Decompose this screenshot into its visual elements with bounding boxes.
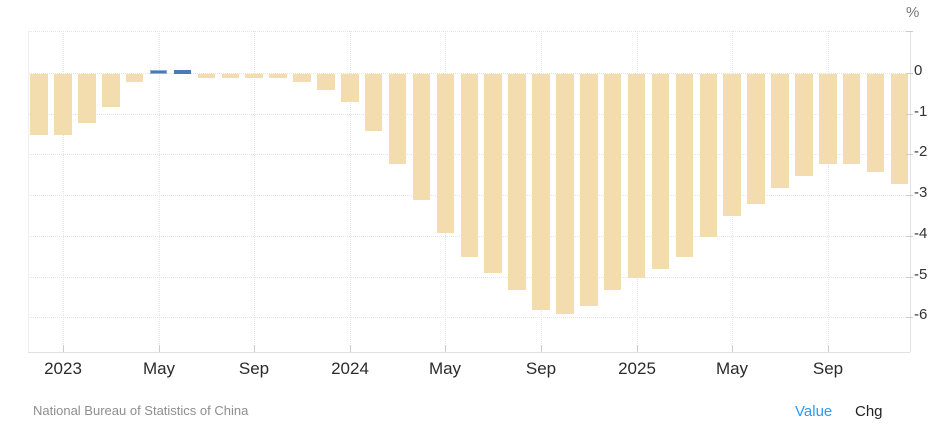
bar[interactable]: [842, 74, 861, 164]
plot-left-border: [28, 31, 29, 352]
bar[interactable]: [627, 74, 646, 278]
bar[interactable]: [388, 74, 407, 164]
y-gridline: [28, 73, 910, 74]
bar[interactable]: [149, 70, 168, 74]
bar[interactable]: [699, 74, 718, 237]
y-axis-tick: [906, 73, 913, 74]
bar[interactable]: [532, 74, 550, 310]
x-axis-tick: [445, 345, 446, 352]
bar[interactable]: [651, 74, 670, 269]
x-axis-tick: [350, 345, 351, 352]
value-toggle[interactable]: Value: [795, 403, 833, 420]
y-axis-tick: [906, 277, 913, 278]
y-tick-label: -4: [914, 225, 928, 242]
x-tick-label: 2024: [331, 359, 369, 378]
source-attribution: National Bureau of Statistics of China: [33, 403, 249, 418]
x-tick-label: Sep: [812, 359, 844, 378]
y-axis-tick: [906, 154, 913, 155]
x-gridline: [350, 31, 351, 352]
bar[interactable]: [771, 74, 789, 188]
x-gridline: [828, 31, 829, 352]
bar[interactable]: [436, 74, 455, 233]
x-axis-tick: [732, 345, 733, 352]
bar[interactable]: [866, 74, 885, 172]
x-axis-tick: [541, 345, 542, 352]
bar[interactable]: [819, 74, 837, 164]
bar[interactable]: [675, 74, 694, 257]
y-axis-tick: [906, 195, 913, 196]
x-axis-tick: [637, 345, 638, 352]
x-axis-tick: [63, 345, 64, 352]
y-axis-tick: [906, 114, 913, 115]
bar[interactable]: [269, 74, 287, 78]
x-tick-label: May: [715, 359, 749, 378]
x-gridline: [159, 31, 160, 352]
chg-toggle[interactable]: Chg: [855, 403, 883, 420]
bar[interactable]: [30, 74, 48, 135]
bar[interactable]: [580, 74, 598, 306]
bar[interactable]: [102, 74, 120, 107]
bar[interactable]: [221, 74, 240, 78]
bar[interactable]: [603, 74, 622, 290]
bar[interactable]: [125, 74, 144, 82]
bar[interactable]: [173, 70, 192, 74]
y-axis-unit-label: %: [906, 4, 920, 21]
x-axis-line: [28, 352, 910, 353]
bar[interactable]: [556, 74, 574, 314]
y-tick-label: -1: [914, 103, 928, 120]
bar[interactable]: [508, 74, 526, 290]
bar[interactable]: [412, 74, 431, 200]
bar[interactable]: [341, 74, 359, 102]
bar[interactable]: [78, 74, 96, 123]
y-axis-tick: [906, 236, 913, 237]
bar[interactable]: [54, 74, 72, 135]
y-tick-label: -6: [914, 306, 928, 323]
top-gridline: [28, 31, 910, 32]
bar[interactable]: [317, 74, 335, 90]
bar[interactable]: [197, 74, 216, 78]
x-tick-label: 2023: [44, 359, 82, 378]
y-axis-line: [910, 31, 911, 352]
x-axis-tick: [828, 345, 829, 352]
x-gridline: [63, 31, 64, 352]
y-tick-label: -2: [914, 143, 928, 160]
bar[interactable]: [364, 74, 383, 131]
y-tick-label: 0: [914, 62, 923, 79]
bar[interactable]: [484, 74, 502, 273]
x-axis-tick: [254, 345, 255, 352]
bar[interactable]: [890, 74, 909, 184]
bar[interactable]: [795, 74, 813, 176]
x-tick-label: May: [142, 359, 176, 378]
bar[interactable]: [747, 74, 765, 204]
x-tick-label: Sep: [238, 359, 270, 378]
x-tick-label: May: [428, 359, 462, 378]
y-gridline: [28, 277, 910, 278]
y-axis-tick: [906, 317, 913, 318]
x-tick-label: Sep: [525, 359, 557, 378]
bar[interactable]: [293, 74, 311, 82]
y-tick-label: -3: [914, 184, 928, 201]
x-tick-label: 2025: [618, 359, 656, 378]
y-gridline: [28, 317, 910, 318]
x-axis-tick: [159, 345, 160, 352]
y-axis-tick: [906, 31, 913, 32]
bar[interactable]: [723, 74, 741, 216]
bar[interactable]: [460, 74, 479, 257]
y-tick-label: -5: [914, 266, 928, 283]
x-gridline: [254, 31, 255, 352]
bar[interactable]: [245, 74, 263, 78]
